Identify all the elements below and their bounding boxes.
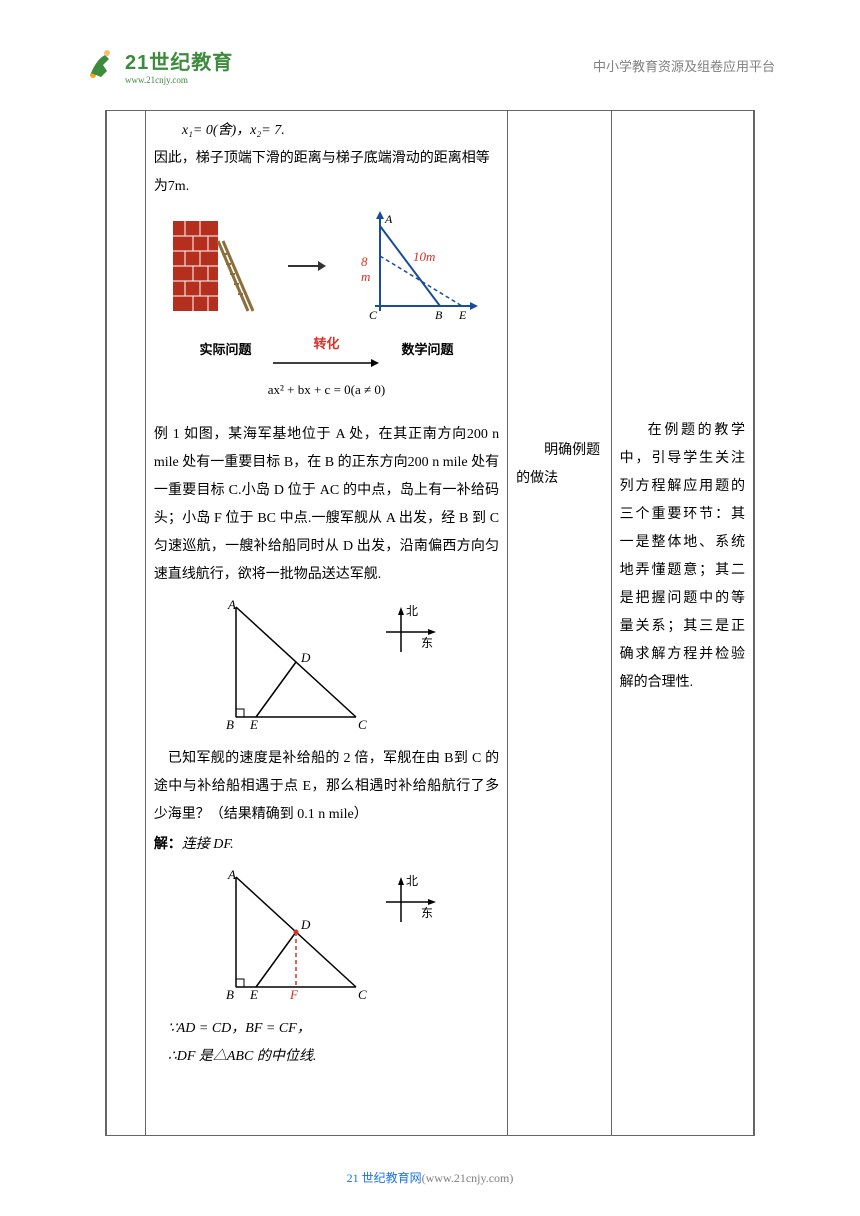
- solution-line: 解：连接 DF.: [154, 829, 499, 859]
- svg-text:北: 北: [406, 874, 418, 888]
- svg-text:F: F: [289, 987, 299, 1002]
- svg-text:B: B: [226, 717, 234, 732]
- triangle-diagram-icon: A 10m 8 m C B E: [355, 211, 485, 321]
- svg-text:B: B: [226, 987, 234, 1002]
- col-main: x₁= 0(舍)，x₂= 7. 因此，梯子顶端下滑的距离与梯子底端滑动的距离相等…: [145, 111, 507, 1135]
- logo-icon: [85, 47, 121, 83]
- svg-text:A: A: [227, 867, 236, 882]
- header-right-text: 中小学教育资源及组卷应用平台: [593, 56, 775, 75]
- arrow-right-icon: [286, 256, 326, 276]
- logo: 21世纪教育 www.21cnjy.com: [85, 46, 233, 85]
- svg-text:C: C: [358, 987, 367, 1002]
- col-empty: [107, 111, 146, 1135]
- solution-line3: ∴DF 是△ABC 的中位线.: [154, 1043, 499, 1071]
- equation-line: x₁= 0(舍)，x₂= 7.: [154, 117, 499, 145]
- transform-left: 实际问题: [199, 337, 251, 363]
- logo-main-text: 21世纪教育: [125, 46, 233, 75]
- col-notes: 在例题的教学中，引导学生关注列方程解应用题的三个重要环节：其一是整体地、系统地弄…: [611, 111, 753, 1135]
- svg-text:东: 东: [421, 906, 433, 920]
- transform-mid: 转化: [313, 331, 339, 357]
- logo-sub-text: www.21cnjy.com: [125, 75, 233, 85]
- page-footer: 21 世纪教育网(www.21cnjy.com): [0, 1169, 860, 1186]
- question-text: 已知军舰的速度是补给船的 2 倍，军舰在由 B到 C 的途中与补给船相遇于点 E…: [154, 745, 499, 829]
- solution-label: 解：: [154, 835, 182, 851]
- svg-text:C: C: [369, 308, 378, 321]
- svg-text:E: E: [458, 308, 467, 321]
- content-frame: x₁= 0(舍)，x₂= 7. 因此，梯子顶端下滑的距离与梯子底端滑动的距离相等…: [105, 110, 755, 1136]
- footer-link: 21 世纪教育网: [347, 1171, 422, 1185]
- svg-text:m: m: [361, 269, 370, 284]
- footer-site: (www.21cnjy.com): [422, 1171, 514, 1185]
- col4-text: 在例题的教学中，引导学生关注列方程解应用题的三个重要环节：其一是整体地、系统地弄…: [620, 417, 745, 697]
- svg-text:C: C: [358, 717, 367, 732]
- svg-text:10m: 10m: [413, 249, 435, 264]
- svg-text:北: 北: [406, 604, 418, 618]
- col-method: 明确例题的做法: [508, 111, 612, 1135]
- svg-text:B: B: [435, 308, 443, 321]
- example1-text: 例 1 如图，某海军基地位于 A 处，在其正南方向200 n mile 处有一重…: [154, 421, 499, 589]
- triangle-diagram-2: A B C D E F 北 东: [206, 867, 446, 1007]
- svg-text:E: E: [249, 717, 258, 732]
- svg-text:东: 东: [421, 636, 433, 650]
- page-header: 21世纪教育 www.21cnjy.com 中小学教育资源及组卷应用平台: [85, 40, 775, 90]
- svg-text:E: E: [249, 987, 258, 1002]
- transform-row: 实际问题 转化 数学问题: [154, 331, 499, 369]
- logo-text: 21世纪教育 www.21cnjy.com: [125, 46, 233, 85]
- col3-text: 明确例题的做法: [516, 437, 603, 493]
- triangle-diagram-1: A B C D E 北 东: [206, 597, 446, 737]
- solution-line2: ∵AD = CD，BF = CF，: [154, 1015, 499, 1043]
- ladder-wall-icon: [168, 216, 258, 316]
- solution-line1: 连接 DF.: [182, 837, 234, 852]
- transform-arrow: 转化: [271, 331, 381, 369]
- svg-text:D: D: [300, 650, 311, 665]
- svg-text:A: A: [384, 212, 393, 226]
- svg-text:D: D: [300, 917, 311, 932]
- conclusion-line: 因此，梯子顶端下滑的距离与梯子底端滑动的距离相等为7m.: [154, 145, 499, 201]
- transform-right: 数学问题: [401, 337, 453, 363]
- diagram-ladder-row: A 10m 8 m C B E: [154, 211, 499, 321]
- svg-text:A: A: [227, 597, 236, 612]
- content-table: x₁= 0(舍)，x₂= 7. 因此，梯子顶端下滑的距离与梯子底端滑动的距离相等…: [106, 111, 754, 1135]
- transform-formula: ax² + bx + c = 0(a ≠ 0): [154, 377, 499, 403]
- svg-text:8: 8: [361, 254, 368, 269]
